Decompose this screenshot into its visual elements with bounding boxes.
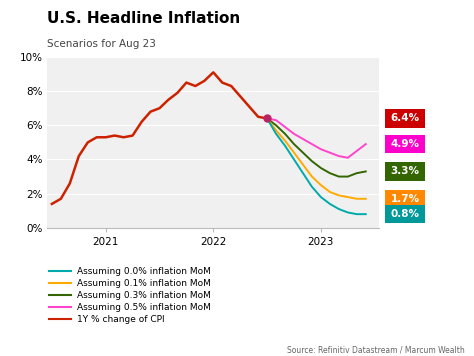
Text: Scenarios for Aug 23: Scenarios for Aug 23 bbox=[47, 39, 156, 49]
Text: 3.3%: 3.3% bbox=[391, 167, 419, 177]
Text: 6.4%: 6.4% bbox=[391, 114, 419, 124]
Text: U.S. Headline Inflation: U.S. Headline Inflation bbox=[47, 11, 241, 26]
Text: 1.7%: 1.7% bbox=[391, 194, 419, 204]
Legend: Assuming 0.0% inflation MoM, Assuming 0.1% inflation MoM, Assuming 0.3% inflatio: Assuming 0.0% inflation MoM, Assuming 0.… bbox=[46, 263, 214, 328]
Text: Source: Refinitiv Datastream / Marcum Wealth: Source: Refinitiv Datastream / Marcum We… bbox=[287, 345, 465, 354]
Text: 0.8%: 0.8% bbox=[391, 209, 419, 219]
Text: 4.9%: 4.9% bbox=[391, 139, 419, 149]
